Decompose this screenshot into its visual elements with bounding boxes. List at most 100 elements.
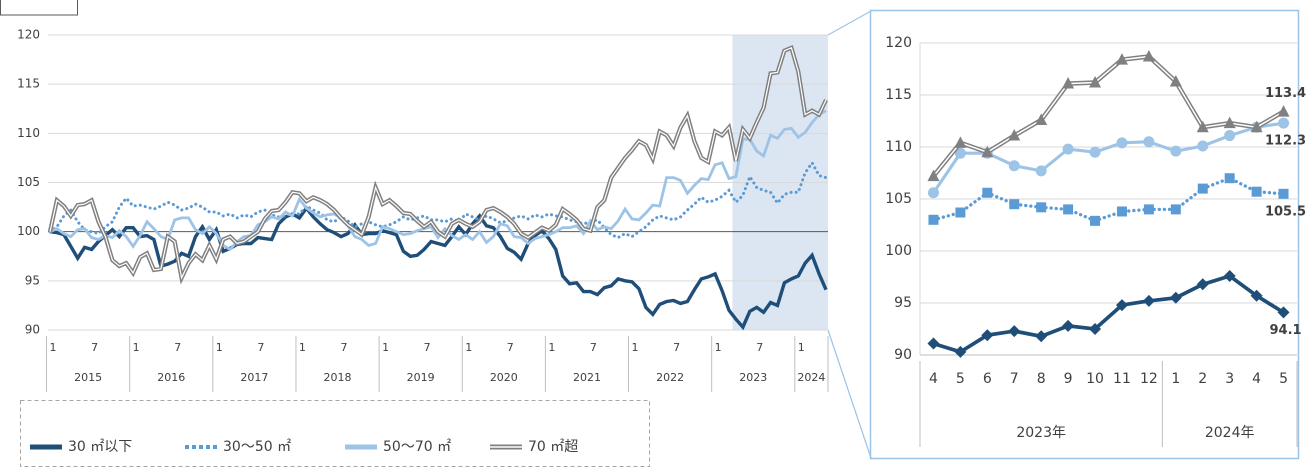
y-tick-label: 115 bbox=[885, 87, 912, 103]
group-label: 2017 bbox=[240, 371, 268, 384]
x-tick-label: 12 bbox=[1140, 371, 1158, 387]
x-tick-label: 1 bbox=[632, 341, 639, 354]
marker bbox=[1170, 145, 1182, 157]
zoom-connector bbox=[827, 329, 872, 459]
x-tick-label: 1 bbox=[216, 341, 223, 354]
marker bbox=[1223, 269, 1236, 282]
marker bbox=[1063, 204, 1074, 215]
x-tick-label: 5 bbox=[956, 371, 965, 387]
group-label: 2016 bbox=[157, 371, 185, 384]
marker bbox=[1008, 129, 1021, 141]
marker bbox=[1008, 325, 1021, 338]
y-tick-label: 110 bbox=[885, 139, 912, 155]
x-tick-label: 4 bbox=[1252, 371, 1261, 387]
x-tick-label: 8 bbox=[1037, 371, 1046, 387]
series-line bbox=[48, 159, 828, 240]
data-label: 105.5 bbox=[1265, 204, 1306, 219]
marker bbox=[1250, 120, 1263, 133]
group-label: 2015 bbox=[74, 371, 102, 384]
group-label: 2021 bbox=[573, 371, 601, 384]
series-line bbox=[49, 205, 828, 331]
group-label: 2020 bbox=[490, 371, 518, 384]
legend-box bbox=[20, 400, 650, 467]
marker bbox=[954, 345, 967, 358]
marker bbox=[1224, 173, 1235, 184]
marker bbox=[1116, 206, 1127, 217]
x-tick-label: 7 bbox=[756, 341, 763, 354]
zoom-panel bbox=[869, 9, 1300, 460]
x-tick-label: 1 bbox=[798, 341, 805, 354]
marker bbox=[1250, 289, 1263, 302]
marker bbox=[1089, 146, 1101, 158]
legend-label: 30～50 ㎡ bbox=[223, 439, 291, 455]
y-tick-label: 120 bbox=[17, 28, 40, 42]
legend-label: 70 ㎡超 bbox=[528, 439, 578, 455]
y-tick-label: 110 bbox=[17, 126, 40, 140]
y-tick-label: 100 bbox=[885, 243, 912, 259]
marker bbox=[927, 169, 940, 182]
marker bbox=[927, 187, 939, 199]
corner-box bbox=[0, 0, 78, 16]
marker bbox=[1062, 77, 1075, 89]
x-tick-label: 1 bbox=[382, 341, 389, 354]
x-tick-label: 7 bbox=[1010, 371, 1019, 387]
marker bbox=[1169, 291, 1182, 304]
marker bbox=[1170, 204, 1181, 215]
marker bbox=[954, 147, 966, 159]
y-tick-label: 105 bbox=[885, 191, 912, 207]
y-tick-label: 95 bbox=[25, 273, 40, 287]
x-tick-label: 7 bbox=[507, 341, 514, 354]
x-tick-label: 7 bbox=[590, 341, 597, 354]
x-tick-label: 5 bbox=[1279, 371, 1288, 387]
marker bbox=[1142, 50, 1155, 62]
marker bbox=[1089, 76, 1102, 88]
marker bbox=[1142, 294, 1155, 307]
marker bbox=[1197, 183, 1208, 194]
x-tick-label: 10 bbox=[1086, 371, 1104, 387]
marker bbox=[1009, 199, 1020, 210]
marker bbox=[927, 337, 940, 350]
y-tick-label: 95 bbox=[894, 295, 912, 311]
y-tick-label: 90 bbox=[25, 323, 40, 337]
x-tick-label: 9 bbox=[1064, 371, 1073, 387]
group-label: 2019 bbox=[407, 371, 435, 384]
zoom-connector bbox=[827, 10, 872, 36]
legend-label: 50～70 ㎡ bbox=[383, 439, 451, 455]
x-tick-label: 7 bbox=[341, 341, 348, 354]
y-tick-label: 115 bbox=[17, 77, 40, 91]
marker bbox=[954, 136, 967, 148]
marker bbox=[1115, 53, 1128, 65]
marker bbox=[1115, 299, 1128, 312]
group-label: 2022 bbox=[656, 371, 684, 384]
marker bbox=[1036, 202, 1047, 213]
marker bbox=[1169, 74, 1182, 87]
x-tick-label: 1 bbox=[465, 341, 472, 354]
marker bbox=[1223, 116, 1236, 129]
marker bbox=[981, 329, 994, 342]
marker bbox=[1224, 130, 1236, 142]
x-tick-label: 1 bbox=[1171, 371, 1180, 387]
marker bbox=[955, 207, 966, 218]
x-tick-label: 7 bbox=[174, 341, 181, 354]
marker bbox=[1277, 105, 1290, 117]
marker bbox=[1089, 323, 1102, 335]
x-tick-label: 7 bbox=[91, 341, 98, 354]
marker bbox=[982, 187, 993, 198]
series-line-inner bbox=[932, 55, 1284, 177]
marker bbox=[1143, 136, 1155, 148]
marker bbox=[1035, 165, 1047, 177]
marker bbox=[1196, 120, 1209, 133]
x-tick-label: 3 bbox=[1225, 371, 1234, 387]
marker bbox=[1197, 140, 1209, 152]
marker bbox=[1196, 278, 1209, 291]
legend-label: 30 ㎡以下 bbox=[68, 439, 132, 455]
x-tick-label: 1 bbox=[715, 341, 722, 354]
x-tick-label: 7 bbox=[424, 341, 431, 354]
marker bbox=[1035, 330, 1048, 343]
marker bbox=[1251, 186, 1262, 197]
group-label: 2024 bbox=[797, 371, 825, 384]
data-label: 94.1 bbox=[1269, 323, 1301, 338]
marker bbox=[1008, 160, 1020, 172]
x-tick-label: 1 bbox=[50, 341, 57, 354]
